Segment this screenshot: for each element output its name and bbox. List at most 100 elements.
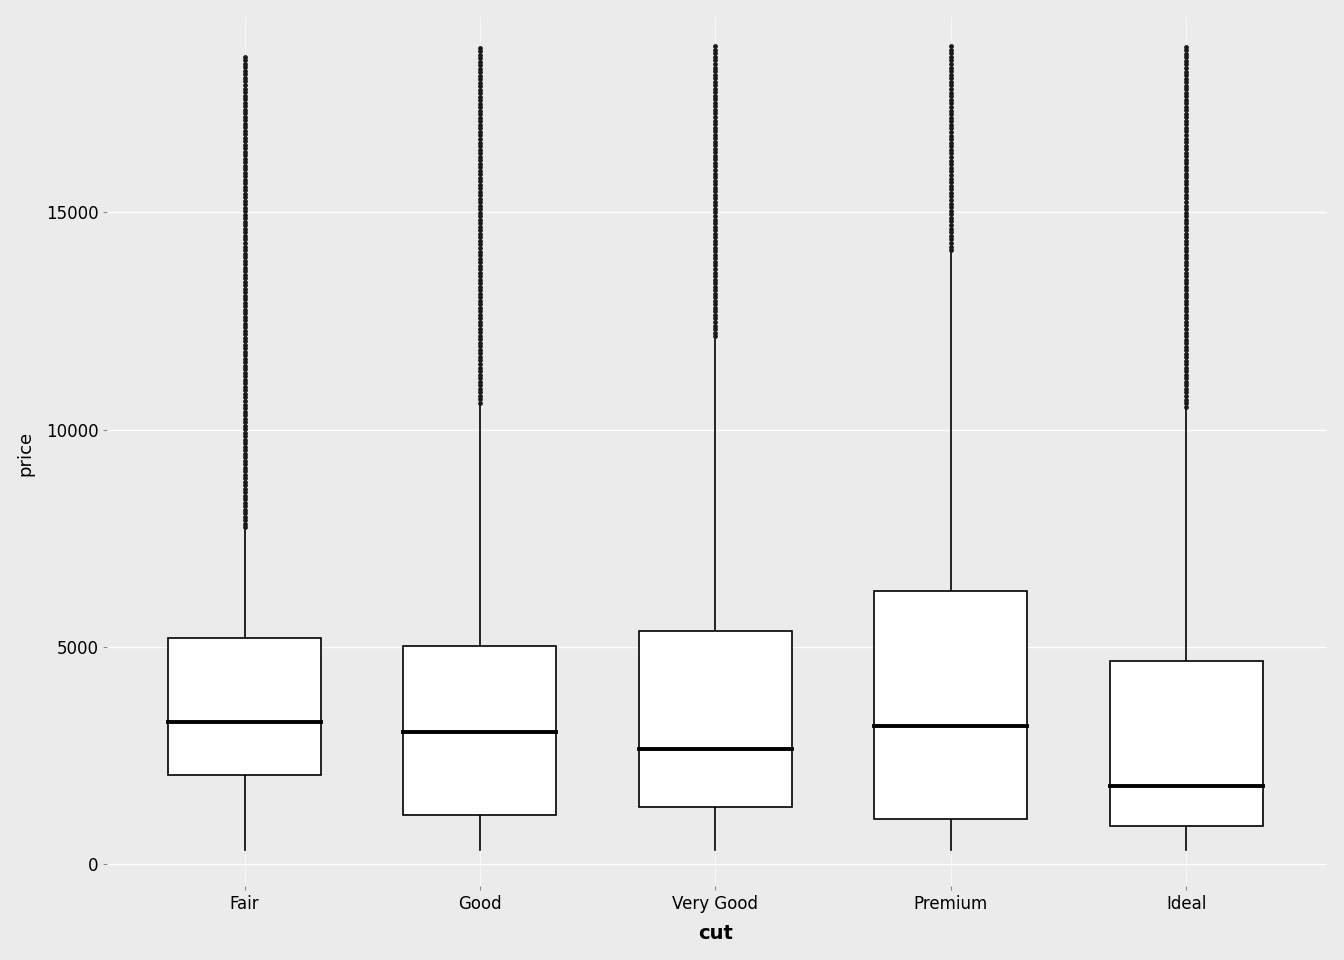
Point (704, 103, 726, 118)
Point (704, 303, 726, 319)
Point (939, 185, 961, 201)
Point (939, 63, 961, 79)
Point (469, 367, 491, 382)
Point (704, 106, 726, 121)
Point (234, 394, 255, 409)
Point (704, 124, 726, 139)
Point (1176, 229, 1198, 245)
Point (1176, 223, 1198, 238)
Point (704, 120, 726, 135)
Point (704, 99, 726, 114)
Point (1176, 374, 1198, 390)
Point (939, 96, 961, 111)
Point (234, 116, 255, 132)
Point (704, 137, 726, 153)
Point (234, 197, 255, 212)
Point (1176, 240, 1198, 255)
Point (704, 314, 726, 329)
Point (939, 214, 961, 229)
Point (469, 128, 491, 143)
Point (234, 60, 255, 75)
Point (234, 231, 255, 247)
Point (469, 159, 491, 175)
Point (704, 202, 726, 217)
Point (1176, 279, 1198, 295)
Point (469, 339, 491, 354)
Point (704, 166, 726, 181)
Point (234, 519, 255, 535)
Point (1176, 269, 1198, 284)
Point (939, 88, 961, 104)
Point (704, 297, 726, 312)
Point (939, 135, 961, 151)
Point (469, 272, 491, 287)
Point (939, 84, 961, 100)
Point (234, 91, 255, 107)
Point (234, 390, 255, 405)
Point (469, 244, 491, 259)
Point (704, 300, 726, 316)
Point (1176, 300, 1198, 316)
Point (469, 85, 491, 101)
Point (234, 228, 255, 244)
Point (234, 95, 255, 110)
Point (469, 195, 491, 210)
Point (704, 328, 726, 344)
Bar (168, 638, 321, 775)
Point (704, 183, 726, 199)
Point (234, 348, 255, 363)
Point (234, 211, 255, 227)
Point (234, 396, 255, 412)
Point (704, 236, 726, 252)
Point (939, 103, 961, 118)
Point (939, 128, 961, 143)
Point (469, 237, 491, 252)
Point (234, 295, 255, 310)
Point (469, 332, 491, 348)
Point (1176, 53, 1198, 68)
Point (1176, 254, 1198, 270)
Point (234, 78, 255, 93)
Point (469, 58, 491, 73)
Point (704, 215, 726, 230)
Point (234, 474, 255, 490)
Point (939, 53, 961, 68)
Point (234, 292, 255, 307)
Point (469, 240, 491, 255)
Point (1176, 258, 1198, 274)
Point (704, 191, 726, 206)
Point (704, 78, 726, 93)
Point (939, 99, 961, 114)
Point (469, 251, 491, 266)
Point (1176, 265, 1198, 280)
Point (469, 377, 491, 393)
Point (1176, 64, 1198, 80)
Point (1176, 159, 1198, 175)
Point (1176, 202, 1198, 217)
Point (469, 229, 491, 245)
Point (704, 282, 726, 298)
Point (469, 89, 491, 105)
Point (704, 42, 726, 58)
Point (704, 88, 726, 104)
Point (1176, 198, 1198, 213)
Point (234, 256, 255, 272)
Point (704, 57, 726, 72)
Point (939, 60, 961, 75)
Point (1176, 349, 1198, 365)
Point (234, 263, 255, 278)
Point (234, 112, 255, 128)
Point (469, 64, 491, 80)
Point (469, 324, 491, 340)
Point (1176, 85, 1198, 101)
Point (704, 269, 726, 284)
Point (1176, 60, 1198, 76)
Point (704, 152, 726, 167)
Point (234, 341, 255, 356)
Point (704, 177, 726, 192)
Point (234, 148, 255, 163)
Point (1176, 307, 1198, 323)
Point (1176, 42, 1198, 58)
Point (939, 171, 961, 186)
Point (469, 384, 491, 399)
